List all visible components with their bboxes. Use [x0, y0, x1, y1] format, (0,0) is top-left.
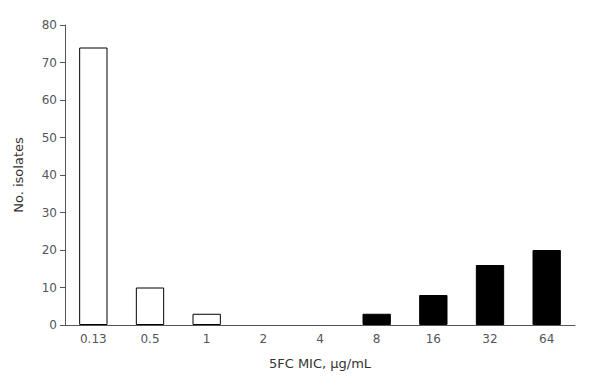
- svg-text:1: 1: [203, 332, 211, 346]
- svg-text:2: 2: [260, 332, 268, 346]
- svg-text:40: 40: [42, 168, 57, 182]
- svg-text:64: 64: [539, 332, 554, 346]
- svg-text:No. isolates: No. isolates: [11, 137, 26, 213]
- svg-text:30: 30: [42, 206, 57, 220]
- svg-text:20: 20: [42, 243, 57, 257]
- svg-text:70: 70: [42, 56, 57, 70]
- svg-text:32: 32: [482, 332, 497, 346]
- svg-text:80: 80: [42, 18, 57, 32]
- svg-text:0: 0: [49, 318, 57, 332]
- svg-text:8: 8: [373, 332, 381, 346]
- svg-text:60: 60: [42, 93, 57, 107]
- svg-text:50: 50: [42, 131, 57, 145]
- svg-text:4: 4: [316, 332, 324, 346]
- svg-text:10: 10: [42, 281, 57, 295]
- svg-text:16: 16: [426, 332, 441, 346]
- svg-text:0.13: 0.13: [80, 332, 107, 346]
- svg-text:5FC MIC, μg/mL: 5FC MIC, μg/mL: [269, 356, 372, 371]
- svg-text:0.5: 0.5: [140, 332, 159, 346]
